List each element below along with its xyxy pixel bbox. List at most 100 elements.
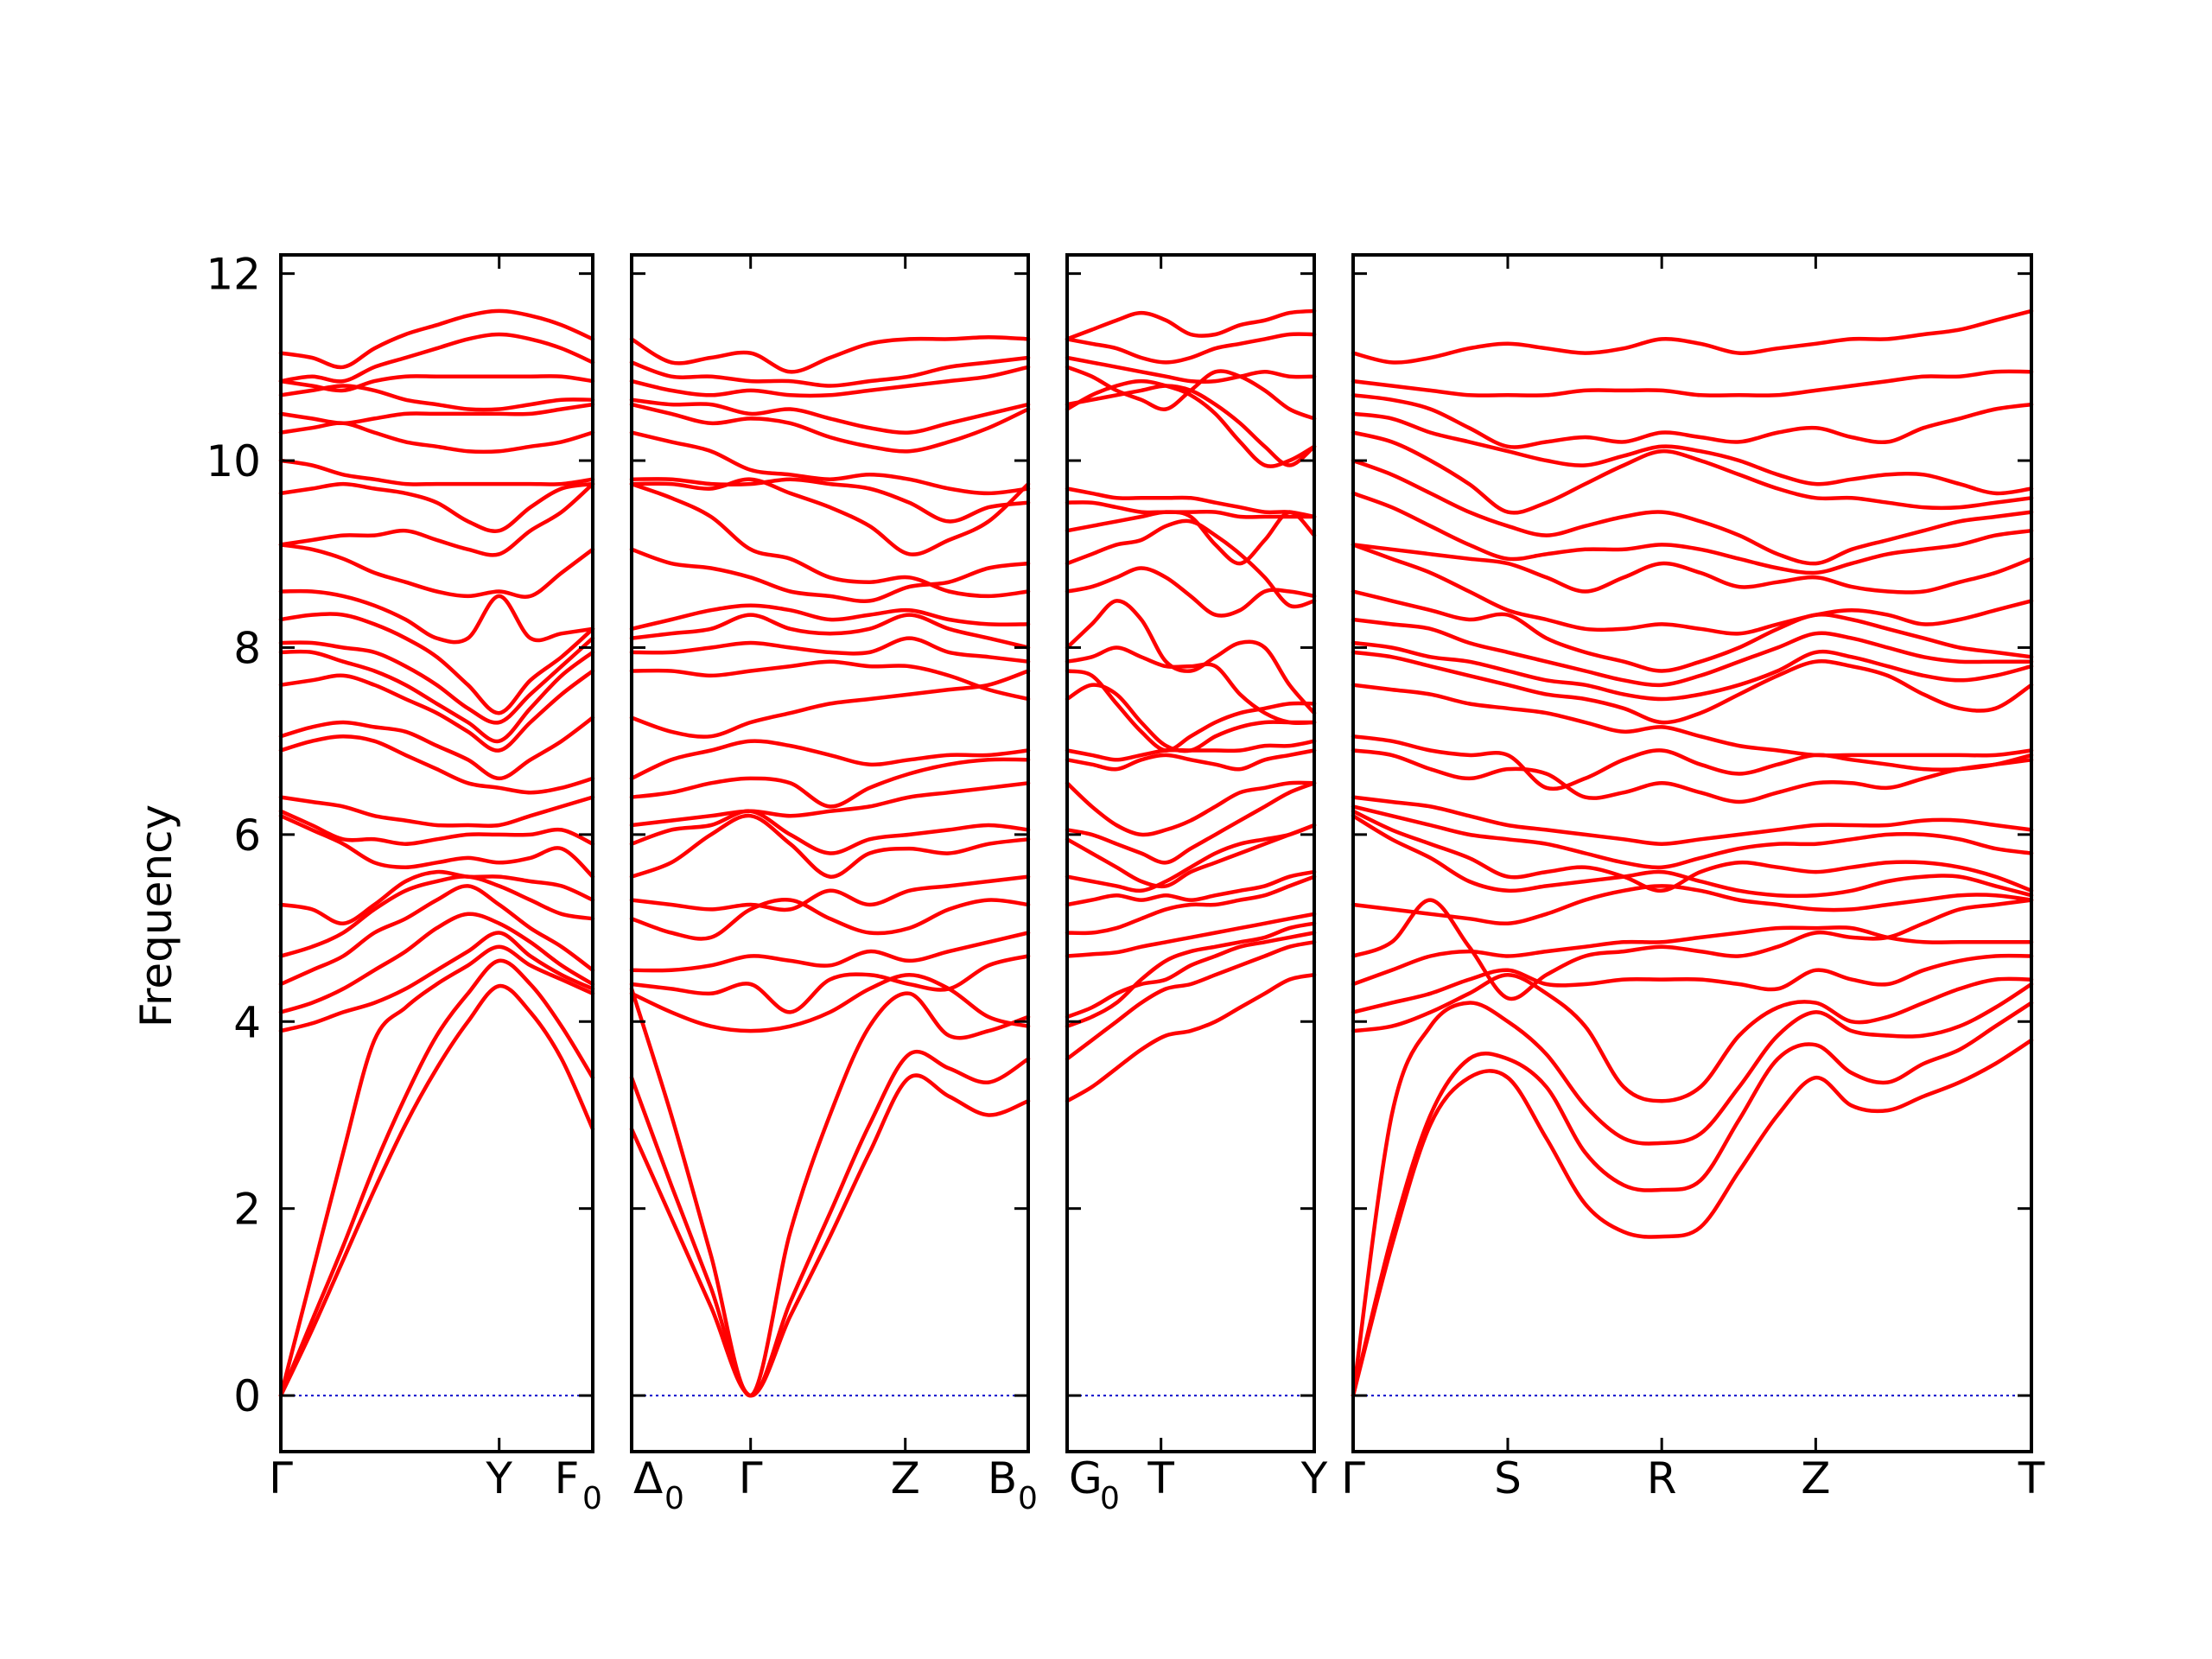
phonon-band-18	[629, 603, 1031, 632]
phonon-band-11	[278, 795, 595, 829]
x-tick-label: Y	[485, 1453, 512, 1503]
phonon-band-12	[278, 734, 595, 795]
y-tick-label: 8	[233, 623, 261, 673]
phonon-band-2	[1351, 1001, 2034, 1398]
x-tick-label: Z	[1801, 1453, 1830, 1503]
phonon-band-27	[629, 355, 1031, 388]
x-tick-label: F	[555, 1453, 580, 1503]
phonon-band-23	[629, 430, 1031, 496]
phonon-band-25	[278, 384, 595, 412]
x-tick-subscript: 0	[582, 1481, 602, 1516]
x-tick-label: R	[1647, 1453, 1677, 1503]
phonon-band-16	[278, 636, 595, 725]
phonon-band-22	[278, 458, 595, 486]
phonon-band-2	[278, 958, 595, 1398]
phonon-band-24	[629, 402, 1031, 454]
phonon-band-23	[1351, 458, 2034, 566]
panel-4	[1351, 253, 2034, 1453]
phonon-band-3	[1065, 931, 1317, 1020]
panel-frame	[1065, 253, 1316, 1453]
x-tick-label: G	[1069, 1453, 1103, 1503]
phonon-band-15	[278, 649, 595, 744]
phonon-band-24	[1351, 430, 2034, 515]
phonon-band-5	[278, 912, 595, 1014]
x-tick-subscript: 0	[1018, 1481, 1038, 1516]
phonon-band-14	[1351, 734, 2034, 791]
phonon-band-7	[629, 898, 1031, 941]
phonon-band-10	[1065, 781, 1317, 865]
phonon-band-16	[1065, 645, 1317, 726]
phonon-band-5	[1065, 912, 1317, 958]
phonon-band-6	[278, 884, 595, 987]
phonon-band-16	[1351, 650, 2034, 725]
phonon-band-9	[1351, 813, 2034, 899]
phonon-band-28	[629, 334, 1031, 374]
x-axis-labels: Γ Y F 0 Δ 0 Γ Z B 0 G0 T Y Γ S R Z T	[269, 1453, 2045, 1516]
phonon-band-3	[629, 987, 1031, 1398]
phonon-band-9	[278, 813, 595, 879]
phonon-band-28	[1351, 308, 2034, 365]
phonon-band-18	[1065, 566, 1317, 618]
phonon-band-14	[629, 669, 1031, 739]
phonon-band-24	[278, 402, 595, 426]
phonon-band-2	[629, 1050, 1031, 1398]
phonon-band-1	[629, 1073, 1031, 1398]
phonon-band-21	[278, 481, 595, 533]
phonon-band-8	[1065, 823, 1317, 893]
phonon-band-22	[629, 477, 1031, 524]
phonon-band-8	[629, 874, 1031, 912]
panel-frame	[1351, 253, 2033, 1453]
phonon-band-28	[1065, 308, 1317, 341]
y-tick-label: 10	[206, 436, 261, 486]
phonon-band-12	[629, 757, 1031, 809]
phonon-band-21	[629, 477, 1031, 556]
phonon-band-28	[278, 308, 595, 370]
phonon-band-7	[1065, 869, 1317, 907]
phonon-band-19	[629, 547, 1031, 604]
phonon-band-1	[1065, 972, 1317, 1103]
x-tick-subscript: 0	[664, 1481, 684, 1516]
phonon-band-19	[1351, 589, 2034, 673]
y-axis-label: Frequency	[131, 804, 181, 1027]
panel-frame	[279, 253, 594, 1453]
x-tick-label: Γ	[739, 1453, 763, 1503]
phonon-band-3	[278, 944, 595, 1398]
phonon-band-7	[278, 874, 595, 958]
phonon-band-26	[1065, 355, 1317, 385]
phonon-band-10	[278, 809, 595, 846]
x-tick-label: Γ	[1341, 1453, 1365, 1503]
phonon-band-4	[1351, 972, 2034, 1103]
phonon-band-27	[278, 332, 595, 384]
phonon-band-20	[278, 481, 595, 557]
x-tick-label: Z	[891, 1453, 920, 1503]
phonon-band-26	[629, 365, 1031, 398]
phonon-band-2	[1065, 940, 1317, 1061]
x-tick-label: T	[2018, 1453, 2045, 1503]
phonon-band-14	[278, 669, 595, 753]
x-tick-label: Γ	[269, 1453, 293, 1503]
phonon-band-6	[629, 931, 1031, 973]
phonon-band-17	[1065, 599, 1317, 715]
phonon-band-22	[1351, 491, 2034, 575]
phonon-band-18	[1351, 617, 2034, 688]
phonon-band-22	[1065, 486, 1317, 519]
phonon-band-3	[1351, 982, 2034, 1398]
phonon-band-20	[629, 481, 1031, 599]
phonon-band-9	[1065, 823, 1317, 889]
phonon-band-10	[1351, 809, 2034, 893]
phonon-band-10	[629, 809, 1031, 855]
phonon-band-7	[1351, 898, 2034, 1001]
panel-1	[278, 253, 595, 1453]
y-tick-label: 6	[233, 810, 261, 861]
phonon-band-9	[629, 813, 1031, 879]
x-tick-subscript: 0	[1100, 1481, 1120, 1516]
phonon-band-13	[1351, 748, 2034, 804]
phonon-band-21	[1065, 500, 1317, 519]
phonon-band-4	[1065, 921, 1317, 1028]
y-tick-label: 12	[206, 250, 261, 300]
phonon-band-5	[1351, 953, 2034, 1014]
phonon-band-27	[1065, 332, 1317, 365]
phonon-band-13	[629, 739, 1031, 781]
phonon-band-16	[629, 636, 1031, 664]
